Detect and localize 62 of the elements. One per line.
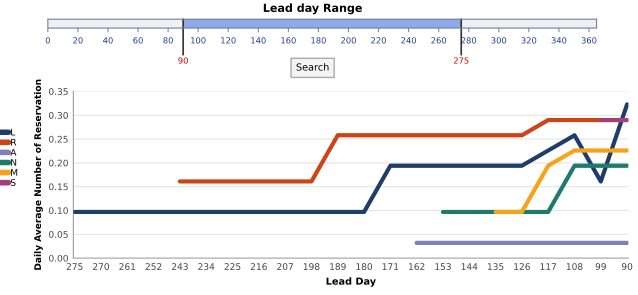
x-tick-label: 162: [409, 263, 424, 270]
x-tick-label: 80: [163, 37, 173, 44]
x-tick-label: 300: [492, 37, 506, 44]
x-tick-label: 100: [191, 37, 206, 44]
y-tick-label: 0.30: [49, 112, 68, 119]
y-tick-label: 0.05: [49, 231, 68, 238]
y-tick-label: 0.20: [49, 160, 68, 166]
x-tick-label: 140: [251, 37, 266, 44]
x-tick-label: 153: [435, 263, 451, 270]
x-tick-label: 320: [522, 37, 536, 44]
x-tick-label: 270: [93, 263, 110, 270]
y-tick-label: 0.35: [49, 88, 68, 96]
y-tick-label: 0.00: [49, 254, 68, 262]
x-tick-label: 360: [582, 37, 596, 44]
x-tick-label: 189: [330, 263, 346, 270]
chart-title: Lead day Range: [264, 3, 362, 14]
x-tick-label: 180: [311, 37, 326, 44]
x-tick-label: 252: [146, 263, 162, 270]
x-tick-label: 225: [224, 263, 240, 270]
x-tick-label: 261: [119, 263, 136, 270]
legend-label: S: [10, 179, 16, 186]
y-tick-label: 0.10: [49, 207, 68, 214]
y-tick-label: 0.15: [49, 183, 68, 190]
ref-line-label: 275: [454, 57, 468, 64]
x-tick-label: 216: [250, 263, 267, 270]
x-tick-label: 99: [596, 263, 606, 270]
legend-label: N: [11, 159, 16, 166]
x-tick-label: 120: [221, 37, 236, 44]
legend-label: R: [11, 138, 16, 146]
line-series: [73, 102, 628, 214]
x-tick-label: 260: [431, 37, 446, 44]
legend-label: A: [10, 148, 16, 156]
x-tick-label: 117: [540, 263, 556, 270]
x-tick-label: 40: [103, 37, 113, 44]
x-tick-label: 0: [46, 37, 50, 44]
ref-line-label: 90: [178, 57, 188, 64]
x-tick-label: 20: [73, 37, 83, 44]
x-tick-label: 108: [566, 263, 582, 270]
x-tick-label: 275: [66, 263, 83, 270]
x-tick-label: 280: [461, 37, 476, 44]
x-tick-label: 200: [341, 37, 356, 44]
x-tick-label: 207: [277, 263, 293, 270]
legend-label: M: [11, 169, 18, 176]
x-tick-label: 60: [133, 37, 143, 44]
legend-label: L: [11, 128, 16, 136]
y-axis-title: Daily Average Number of Reservation: [34, 80, 43, 270]
x-axis-title: Lead Day: [326, 277, 376, 287]
x-tick-label: 126: [514, 263, 530, 270]
x-tick-label: 234: [198, 263, 214, 270]
text: Search: [296, 63, 328, 71]
x-tick-label: 198: [304, 263, 320, 270]
x-tick-label: 180: [356, 263, 372, 270]
x-tick-label: 160: [281, 37, 296, 44]
x-tick-label: 135: [488, 263, 504, 270]
x-tick-label: 220: [371, 37, 386, 44]
y-tick-label: 0.25: [49, 136, 68, 143]
x-tick-label: 243: [172, 263, 188, 270]
x-tick-label: 240: [401, 37, 416, 44]
x-tick-label: 144: [462, 263, 478, 270]
x-tick-label: 340: [552, 37, 566, 44]
x-tick-label: 90: [622, 263, 632, 270]
x-tick-label: 171: [382, 263, 398, 270]
